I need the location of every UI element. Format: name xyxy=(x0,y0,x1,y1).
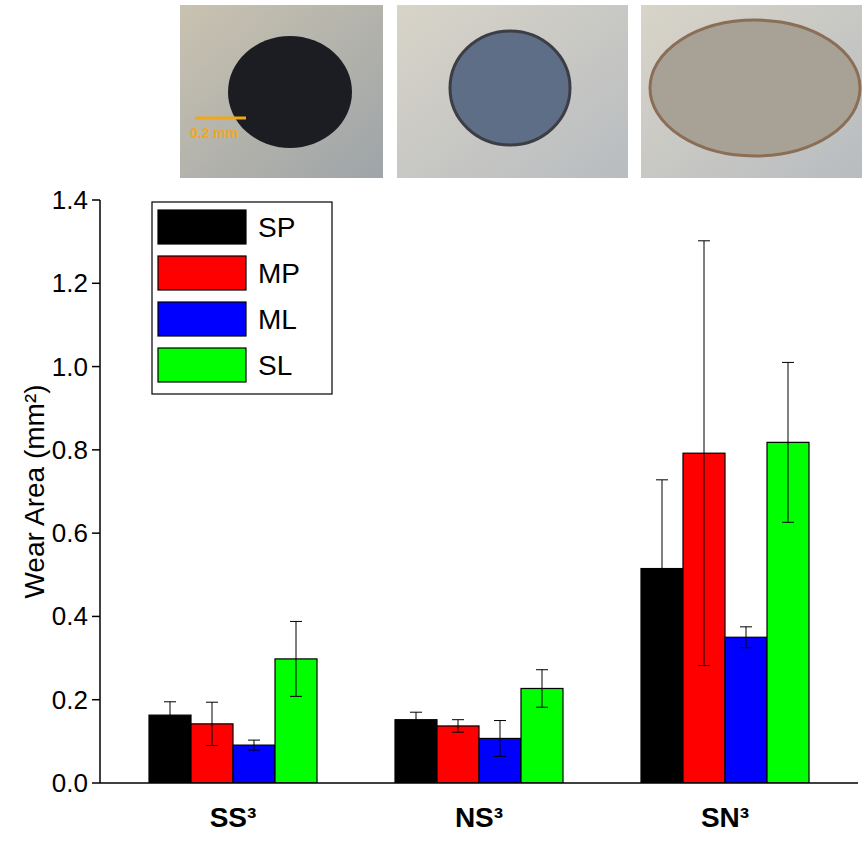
scale-bar-label: 0.2 mm xyxy=(190,125,238,141)
y-tick-label: 0.4 xyxy=(52,601,88,631)
wear-scar xyxy=(228,36,352,148)
legend-frame xyxy=(152,202,332,394)
x-axis xyxy=(100,782,858,784)
y-tick-label: 0.2 xyxy=(52,685,88,715)
legend-label: SL xyxy=(258,350,292,381)
x-tick-label: NS³ xyxy=(455,802,503,833)
y-tick-label: 1.2 xyxy=(52,268,88,298)
error-bar xyxy=(656,480,668,657)
error-bar xyxy=(164,702,176,729)
y-tick xyxy=(92,449,100,451)
y-tick-label: 1.4 xyxy=(52,185,88,215)
y-tick xyxy=(92,699,100,701)
error-bar xyxy=(452,720,464,732)
bar xyxy=(233,745,275,783)
y-tick-label: 0.8 xyxy=(52,435,88,465)
error-bar xyxy=(494,721,506,757)
scale-bar xyxy=(195,117,246,120)
y-axis-title: Wear Area (mm²) xyxy=(19,384,50,598)
legend-label: MP xyxy=(258,258,300,289)
micrograph xyxy=(397,5,628,178)
bar xyxy=(725,637,767,783)
error-bar xyxy=(248,740,260,750)
x-tick-label: SS³ xyxy=(210,802,257,833)
y-tick xyxy=(92,199,100,201)
legend: SP MP ML SL xyxy=(152,202,332,394)
y-tick-label: 0.6 xyxy=(52,518,88,548)
error-bar xyxy=(740,627,752,648)
y-tick-label: 0.0 xyxy=(52,768,88,798)
legend-label: SP xyxy=(258,212,295,243)
error-bar xyxy=(536,670,548,707)
legend-swatch xyxy=(158,256,246,290)
error-bar xyxy=(410,712,422,727)
bar xyxy=(437,726,479,783)
bar xyxy=(395,720,437,783)
y-tick xyxy=(92,782,100,784)
y-tick xyxy=(92,616,100,618)
error-bar xyxy=(698,241,710,666)
legend-swatch xyxy=(158,210,246,244)
error-bar xyxy=(290,621,302,696)
wear-scar xyxy=(650,20,860,156)
micrograph xyxy=(180,5,383,178)
legend-swatch xyxy=(158,348,246,382)
y-tick-label: 1.0 xyxy=(52,352,88,382)
legend-swatch xyxy=(158,302,246,336)
error-bar xyxy=(206,702,218,745)
micrograph xyxy=(641,5,862,178)
error-bar xyxy=(782,362,794,522)
wear-scar xyxy=(450,31,570,145)
y-tick xyxy=(92,532,100,534)
x-tick-label: SN³ xyxy=(701,802,749,833)
y-axis xyxy=(99,200,101,783)
legend-label: ML xyxy=(258,304,297,335)
y-tick xyxy=(92,366,100,368)
y-tick xyxy=(92,283,100,285)
